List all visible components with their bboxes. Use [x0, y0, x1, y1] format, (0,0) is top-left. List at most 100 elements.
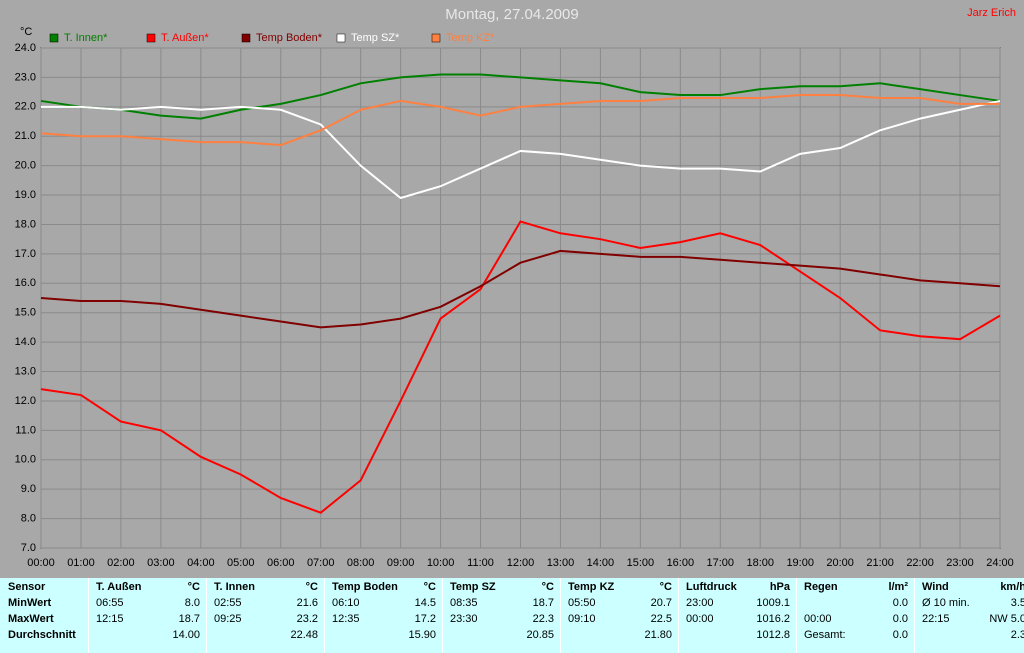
- table-cell: 0.0: [892, 597, 908, 609]
- legend-marker: [49, 33, 59, 43]
- y-tick-label: 24.0: [15, 42, 36, 54]
- table-header: Wind: [922, 581, 949, 593]
- y-tick-label: 12.0: [15, 395, 36, 407]
- x-tick-label: 19:00: [786, 557, 814, 569]
- summary-table: Sensor T. Außen °C T. Innen °C Temp Boden °C Te…: [0, 578, 1024, 653]
- table-cell: 12:35: [332, 613, 360, 625]
- author: Jarz Erich: [967, 7, 1016, 19]
- column-separator: [442, 578, 443, 653]
- table-header: Regen: [804, 581, 838, 593]
- y-tick-label: 19.0: [15, 189, 36, 201]
- table-cell: 06:55: [96, 597, 124, 609]
- column-separator: [324, 578, 325, 653]
- y-tick-label: 11.0: [15, 424, 36, 436]
- table-cell: 14.5: [414, 597, 436, 609]
- y-tick-label: 13.0: [15, 365, 36, 377]
- x-tick-label: 06:00: [267, 557, 295, 569]
- y-tick-label: 18.0: [15, 218, 36, 230]
- y-tick-label: 15.0: [15, 307, 36, 319]
- table-cell: 22.5: [650, 613, 672, 625]
- table-cell: 20.85: [526, 629, 554, 641]
- table-cell: 21.80: [644, 629, 672, 641]
- series-line: [40, 220, 1001, 514]
- chart: Montag, 27.04.2009 Jarz Erich °C 7.0 8.0 9…: [15, 6, 1016, 569]
- chart-title: Montag, 27.04.2009: [445, 6, 578, 23]
- table-header: l/m²: [888, 581, 908, 593]
- legend-label: Temp KZ*: [446, 32, 495, 44]
- table-cell: MinWert: [8, 597, 52, 609]
- table-cell: 0.0: [892, 613, 908, 625]
- table-cell: 14.00: [172, 629, 200, 641]
- table-cell: 2.3: [1010, 629, 1024, 641]
- table-header: °C: [305, 581, 318, 593]
- table-header: km/h: [1000, 581, 1024, 593]
- table-cell: Gesamt:: [804, 629, 846, 641]
- x-tick-label: 01:00: [67, 557, 95, 569]
- table-header: T. Außen: [96, 581, 142, 593]
- column-separator: [560, 578, 561, 653]
- legend-marker: [336, 33, 346, 43]
- y-tick-label: 22.0: [15, 101, 36, 113]
- table-header: °C: [541, 581, 554, 593]
- table-cell: 23:00: [686, 597, 714, 609]
- x-tick-label: 13:00: [547, 557, 575, 569]
- column-separator: [796, 578, 797, 653]
- x-tick-label: 04:00: [187, 557, 215, 569]
- table-cell: 23:30: [450, 613, 478, 625]
- column-separator: [914, 578, 915, 653]
- y-tick-label: 17.0: [15, 248, 36, 260]
- y-tick-label: 8.0: [21, 512, 36, 524]
- table-cell: 18.7: [532, 597, 554, 609]
- table-header: Temp KZ: [568, 581, 615, 593]
- table-cell: 00:00: [686, 613, 714, 625]
- x-tick-label: 05:00: [227, 557, 255, 569]
- x-tick-label: 15:00: [627, 557, 655, 569]
- x-tick-label: 16:00: [667, 557, 695, 569]
- table-cell: 09:25: [214, 613, 242, 625]
- table-cell: 1016.2: [756, 613, 790, 625]
- table-cell: 00:00: [804, 613, 832, 625]
- table-cell: 05:50: [568, 597, 596, 609]
- table-header: °C: [659, 581, 672, 593]
- table-cell: 12:15: [96, 613, 124, 625]
- table-cell: 3.5: [1010, 597, 1024, 609]
- table-cell: 0.0: [892, 629, 908, 641]
- x-tick-label: 20:00: [826, 557, 854, 569]
- column-separator: [678, 578, 679, 653]
- table-cell: 22:15: [922, 613, 950, 625]
- legend-marker: [241, 33, 251, 43]
- table-cell: 18.7: [178, 613, 200, 625]
- y-tick-label: 21.0: [15, 130, 36, 142]
- table-header: Temp SZ: [450, 581, 496, 593]
- y-tick-label: 20.0: [15, 160, 36, 172]
- legend-label: Temp SZ*: [351, 32, 400, 44]
- table-header: Luftdruck: [686, 581, 737, 593]
- x-tick-label: 22:00: [906, 557, 934, 569]
- y-tick-label: 10.0: [15, 454, 36, 466]
- column-separator: [88, 578, 89, 653]
- x-tick-label: 24:00: [986, 557, 1014, 569]
- table-cell: 02:55: [214, 597, 242, 609]
- series-line: [41, 99, 1001, 200]
- x-tick-label: 10:00: [427, 557, 455, 569]
- legend-label: T. Außen*: [161, 32, 209, 44]
- table-cell: 08:35: [450, 597, 478, 609]
- series-line: [40, 94, 1000, 147]
- table-cell: 22.3: [532, 613, 554, 625]
- x-tick-label: 08:00: [347, 557, 375, 569]
- x-tick-label: 11:00: [467, 557, 494, 569]
- x-tick-label: 14:00: [587, 557, 615, 569]
- table-header: hPa: [769, 581, 790, 593]
- table-cell: 17.2: [414, 613, 436, 625]
- x-tick-label: 00:00: [27, 557, 55, 569]
- table-cell: Durchschnitt: [8, 629, 76, 641]
- x-tick-label: 03:00: [147, 557, 175, 569]
- x-tick-label: 21:00: [866, 557, 894, 569]
- legend-marker: [146, 33, 156, 43]
- legend-label: Temp Boden*: [256, 32, 323, 44]
- table-cell: 15.90: [408, 629, 436, 641]
- table-header: °C: [423, 581, 436, 593]
- y-axis-label: °C: [20, 26, 32, 38]
- table-cell: MaxWert: [8, 613, 54, 625]
- table-cell: 8.0: [184, 597, 200, 609]
